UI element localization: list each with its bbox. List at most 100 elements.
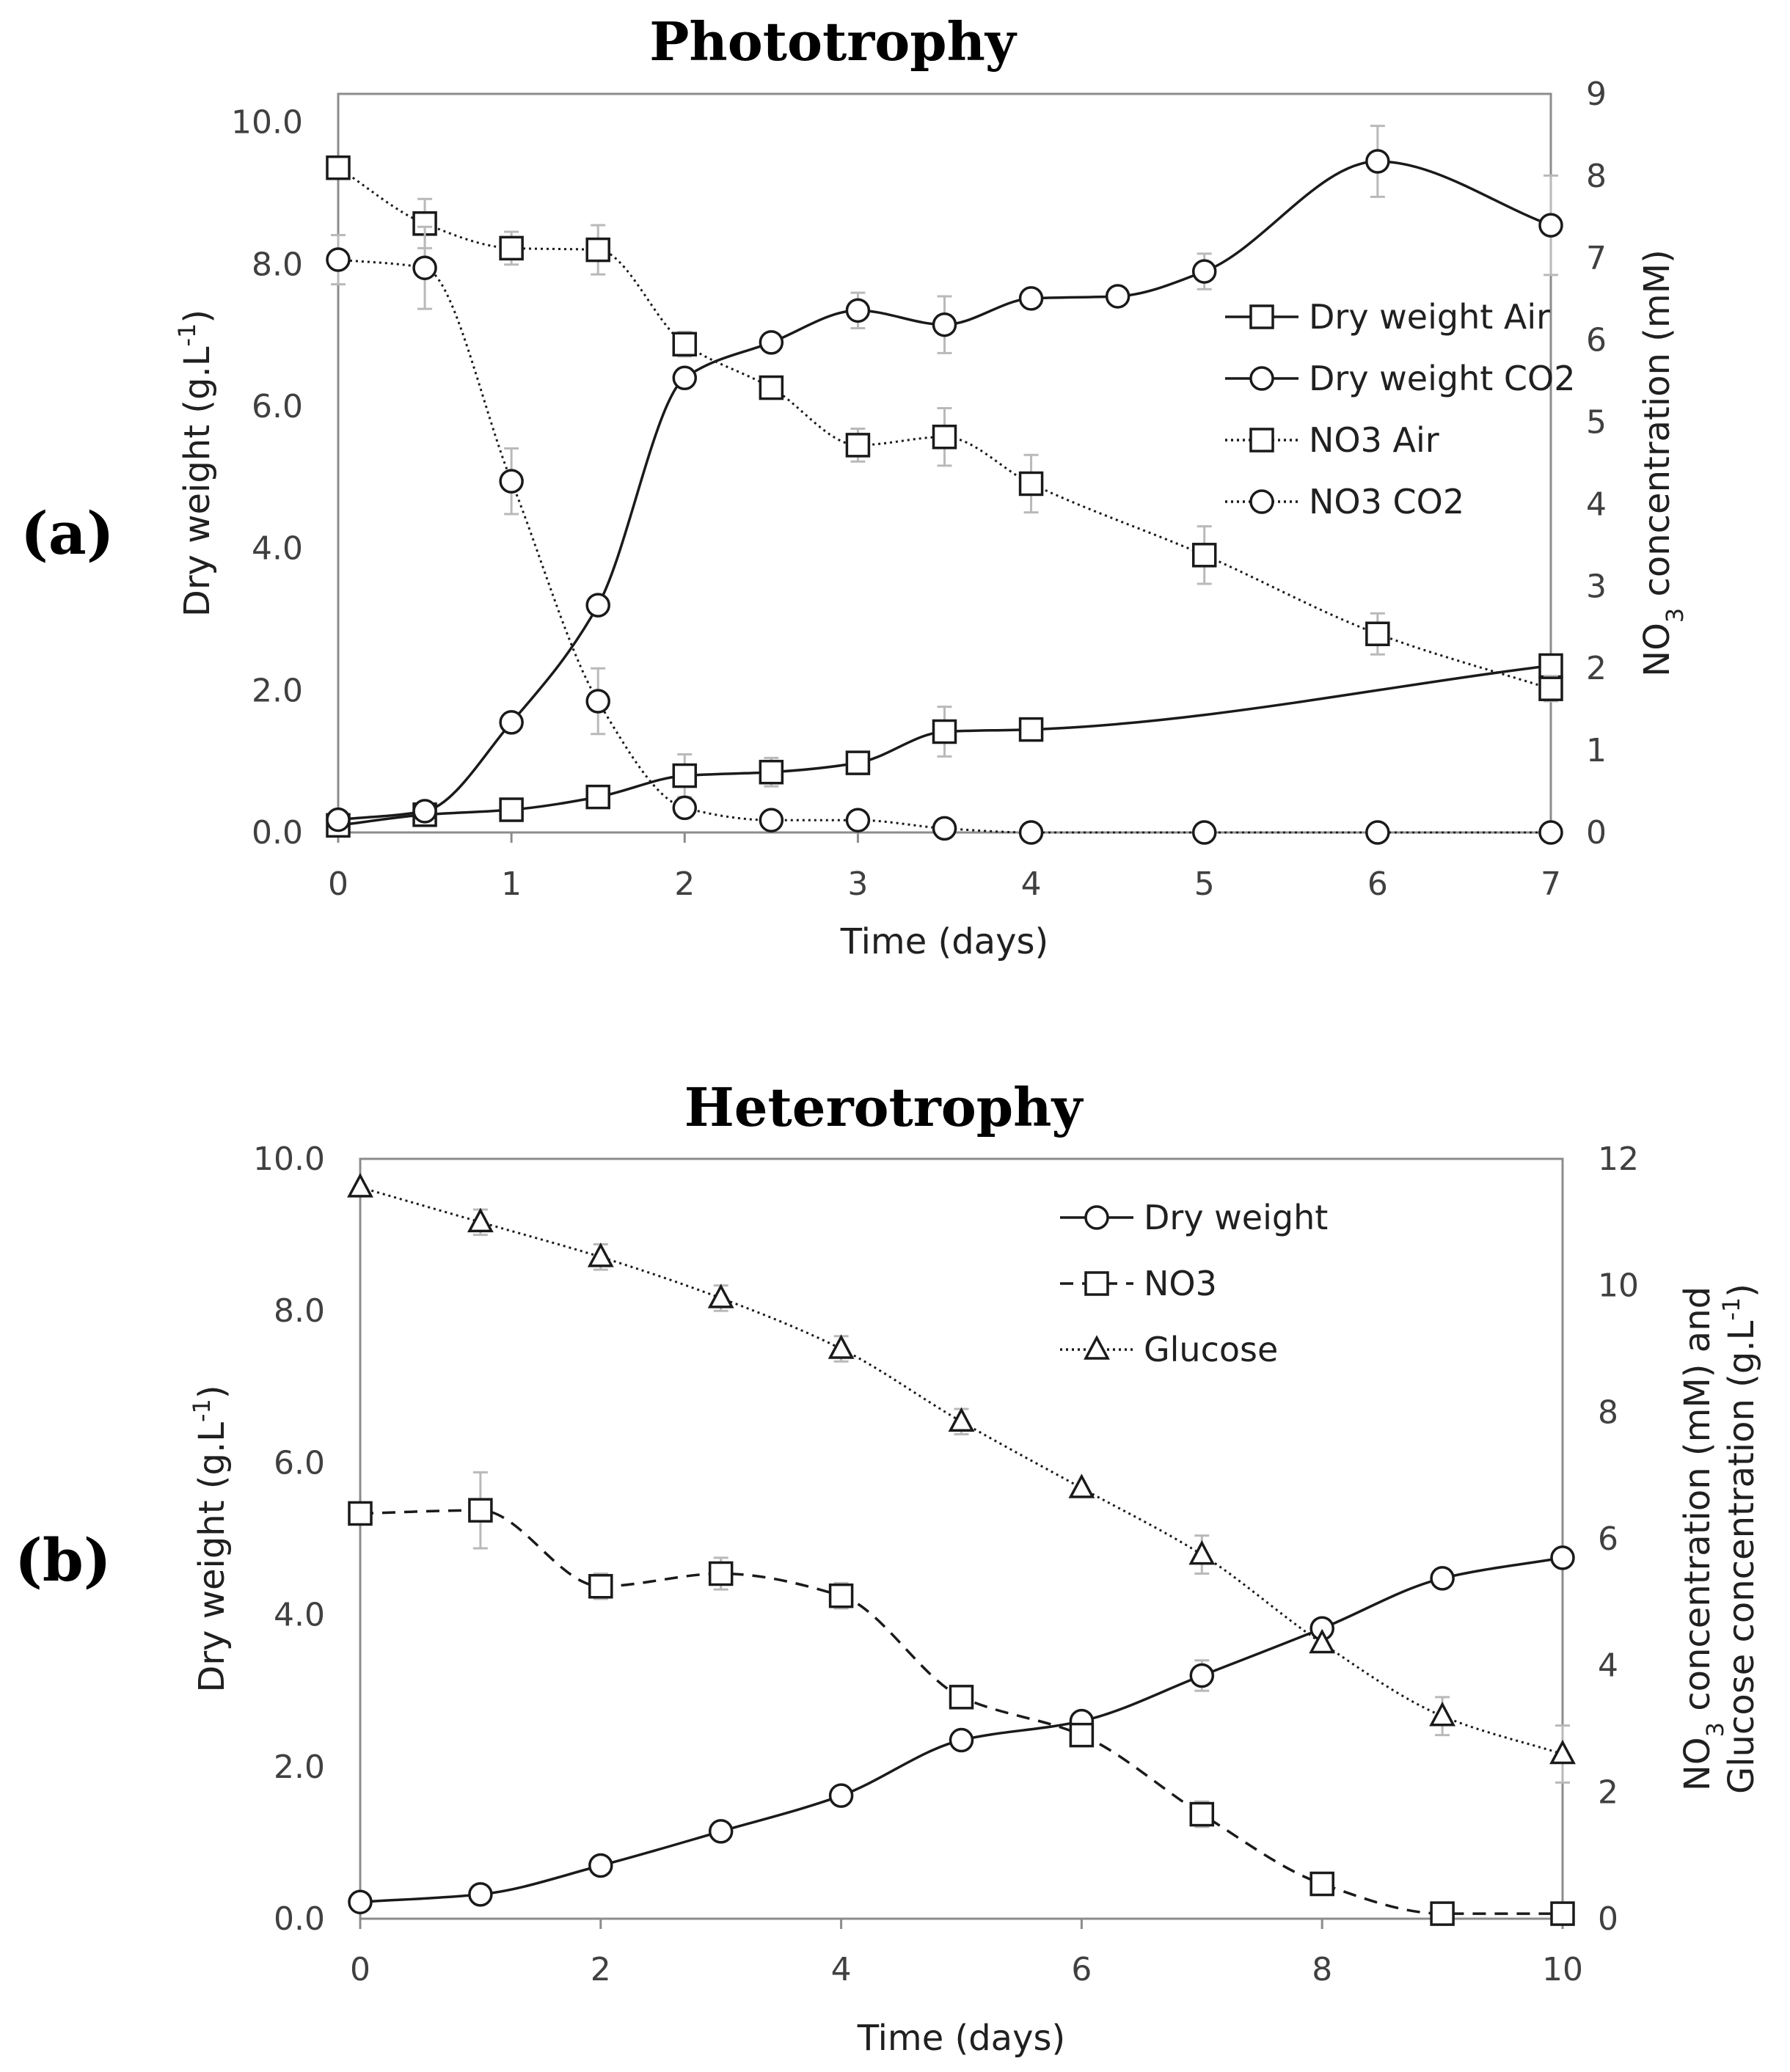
data-point-circle bbox=[1105, 284, 1130, 309]
panel-label: (b) bbox=[15, 1526, 112, 1595]
data-point-circle bbox=[845, 808, 871, 832]
data-point-circle bbox=[585, 593, 610, 618]
data-point-circle bbox=[828, 1783, 854, 1808]
data-point-circle bbox=[759, 808, 784, 832]
y2-tick-label: 9 bbox=[1586, 76, 1607, 113]
y2-tick-label: 1 bbox=[1586, 732, 1607, 769]
data-point-triangle bbox=[707, 1284, 734, 1308]
legend-item: Dry weight CO2 bbox=[1225, 359, 1576, 398]
legend-swatch-marker bbox=[1249, 428, 1274, 453]
y2-tick-label: 2 bbox=[1598, 1773, 1618, 1811]
y-tick-label: 2.0 bbox=[274, 1749, 325, 1786]
data-point-square bbox=[845, 750, 871, 775]
legend-swatch-marker bbox=[1084, 1335, 1110, 1360]
data-point-circle bbox=[1018, 286, 1044, 311]
x-tick-label: 2 bbox=[591, 1951, 611, 1988]
series-no3 bbox=[348, 1471, 1575, 1926]
y2-tick-label: 6 bbox=[1598, 1520, 1618, 1558]
data-point-square bbox=[672, 332, 698, 357]
data-point-circle bbox=[585, 689, 610, 714]
legend-swatch-marker bbox=[1084, 1205, 1109, 1230]
data-point-triangle bbox=[1309, 1628, 1336, 1654]
x-tick-label: 8 bbox=[1312, 1951, 1332, 1988]
data-point-square bbox=[845, 433, 871, 458]
y-tick-label: 4.0 bbox=[274, 1597, 325, 1634]
data-point-triangle bbox=[948, 1407, 975, 1432]
series-dry-weight-co2 bbox=[326, 125, 1563, 832]
data-point-triangle bbox=[467, 1207, 494, 1233]
data-point-square bbox=[759, 375, 784, 400]
x-tick-label: 7 bbox=[1541, 865, 1561, 903]
legend-item: NO3 CO2 bbox=[1225, 482, 1464, 521]
y2-tick-label: 8 bbox=[1598, 1394, 1618, 1431]
chart-title: Phototrophy bbox=[649, 10, 1018, 73]
data-point-circle bbox=[1538, 820, 1563, 845]
legend-label: NO3 bbox=[1144, 1264, 1217, 1303]
data-point-circle bbox=[412, 255, 437, 280]
data-point-triangle bbox=[828, 1334, 855, 1359]
legend-label: Dry weight Air bbox=[1309, 297, 1550, 337]
series-dry-weight bbox=[348, 1545, 1575, 1914]
data-point-square bbox=[468, 1498, 493, 1523]
data-point-circle bbox=[1191, 820, 1217, 845]
data-point-circle bbox=[1430, 1566, 1455, 1591]
y2-tick-label: 0 bbox=[1586, 814, 1607, 852]
data-point-square bbox=[588, 1574, 613, 1599]
legend-swatch-marker bbox=[1084, 1271, 1109, 1296]
chart-panel-b: Heterotrophy (b) 0 2 4 6 8 10 0.0 2.0 4.0 6.0 8.0 10.… bbox=[15, 1076, 1762, 2059]
data-point-square bbox=[1365, 621, 1390, 646]
data-point-triangle bbox=[1188, 1540, 1216, 1565]
data-point-square bbox=[1191, 543, 1217, 568]
legend-swatch-marker bbox=[1249, 304, 1274, 329]
chart-panel-a: Phototrophy (a) 0 1 2 3 4 5 6 7 0.0 2.0 4.0 6.0 8.0 10.… bbox=[21, 10, 1689, 962]
y2-tick-label: 4 bbox=[1586, 486, 1607, 523]
data-point-circle bbox=[588, 1853, 613, 1878]
y2-tick-label: 3 bbox=[1586, 568, 1607, 605]
series-line bbox=[359, 1509, 1563, 1915]
y2-tick-label: 6 bbox=[1586, 322, 1607, 359]
data-point-circle bbox=[326, 247, 351, 272]
data-point-square bbox=[932, 424, 957, 450]
y2-axis-label-line: NO3 concentration (mM) and bbox=[1677, 1286, 1729, 1791]
x-tick-label: 4 bbox=[1021, 865, 1042, 903]
legend: Dry weight Air Dry weight CO2 NO3 Air NO3 C… bbox=[1225, 297, 1576, 521]
y-tick-label: 4.0 bbox=[252, 530, 303, 568]
data-point-square bbox=[499, 797, 524, 822]
data-point-square bbox=[949, 1685, 974, 1710]
legend-swatch-marker bbox=[1249, 366, 1274, 391]
x-tick-label: 3 bbox=[847, 865, 868, 903]
data-point-square bbox=[326, 155, 351, 180]
data-point-circle bbox=[348, 1889, 373, 1914]
data-point-circle bbox=[1550, 1545, 1575, 1570]
series-no3-co2 bbox=[326, 225, 1563, 845]
x-tick-label: 1 bbox=[501, 865, 522, 903]
series-dry-weight-air bbox=[326, 653, 1563, 838]
y2-tick-label: 0 bbox=[1598, 1900, 1618, 1938]
legend-item: Dry weight bbox=[1060, 1198, 1328, 1237]
data-point-circle bbox=[326, 807, 351, 832]
legend-item: Glucose bbox=[1060, 1330, 1278, 1369]
plot-frame bbox=[359, 1157, 1564, 1920]
x-axis-label: Time (days) bbox=[840, 921, 1048, 962]
legend-item: Dry weight Air bbox=[1225, 297, 1550, 337]
data-point-circle bbox=[672, 365, 698, 391]
data-point-square bbox=[708, 1561, 734, 1586]
data-point-circle bbox=[759, 330, 784, 355]
data-point-square bbox=[672, 763, 698, 788]
series-no3-air bbox=[326, 155, 1563, 703]
x-tick-label: 0 bbox=[350, 1951, 370, 1988]
x-tick-label: 5 bbox=[1194, 865, 1215, 903]
data-point-circle bbox=[1191, 259, 1217, 284]
y2-tick-label: 8 bbox=[1586, 158, 1607, 195]
data-point-square bbox=[759, 759, 784, 785]
data-point-triangle bbox=[587, 1242, 614, 1267]
x-axis-label: Time (days) bbox=[857, 2018, 1065, 2059]
y2-axis-label: NO3 concentration (mM) bbox=[1637, 249, 1689, 677]
data-point-triangle bbox=[1549, 1739, 1576, 1765]
data-point-circle bbox=[499, 469, 524, 494]
x-tick-label: 10 bbox=[1542, 1951, 1583, 1988]
legend-item: NO3 Air bbox=[1225, 420, 1439, 460]
y2-tick-label: 2 bbox=[1586, 650, 1607, 687]
data-point-triangle bbox=[1068, 1474, 1095, 1498]
data-point-circle bbox=[672, 795, 698, 821]
